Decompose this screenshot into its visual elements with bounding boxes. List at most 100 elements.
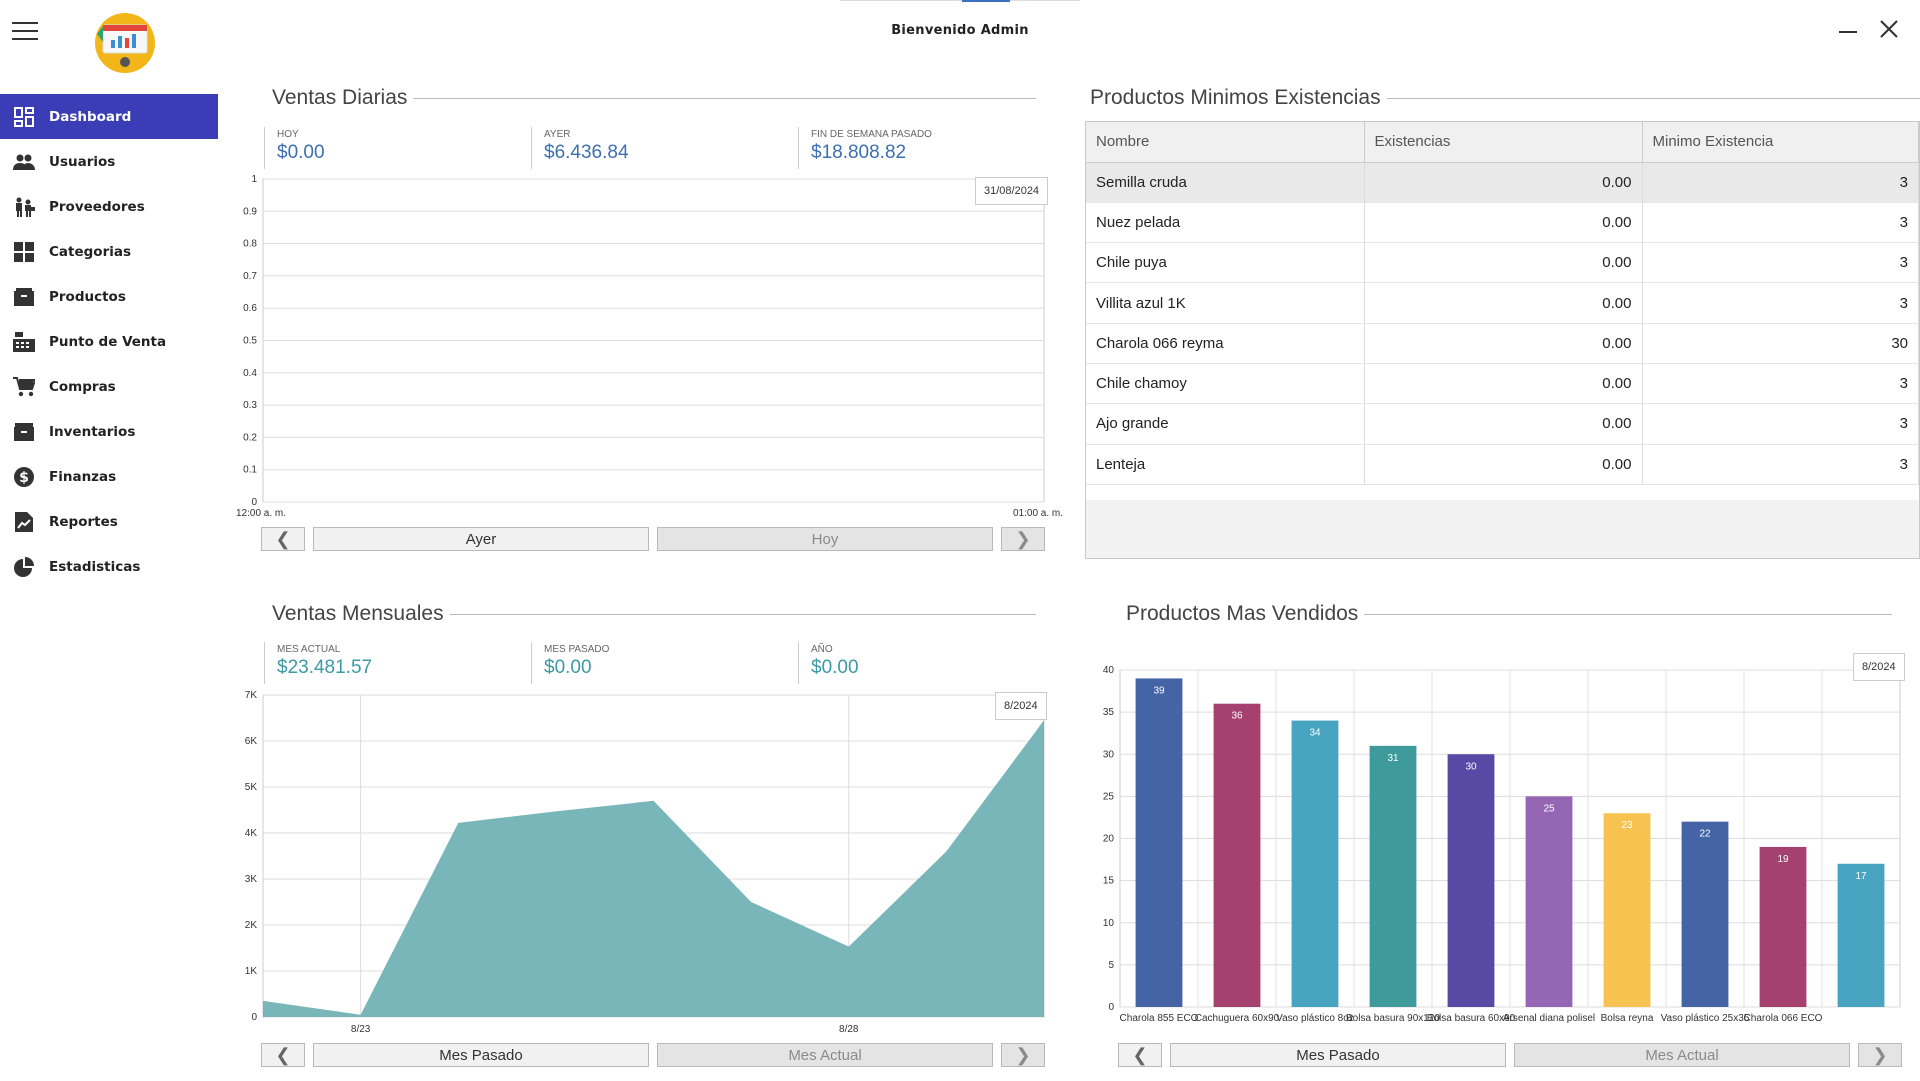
cell-nombre: Lenteja (1086, 444, 1365, 485)
table-scroll-area[interactable]: Nombre Existencias Minimo Existencia Sem… (1086, 122, 1919, 500)
sidebar-item-estadisticas[interactable]: Estadisticas (0, 544, 218, 589)
y-tick-label: 0.1 (243, 465, 257, 476)
bar (1291, 720, 1339, 1007)
bar (1369, 745, 1417, 1007)
table-row[interactable]: Lenteja 0.00 3 (1086, 444, 1919, 485)
sidebar-item-finanzas[interactable]: $ Finanzas (0, 454, 218, 499)
kpi-year: AÑO $0.00 (798, 642, 1065, 684)
table-row[interactable]: Chile puya 0.00 3 (1086, 242, 1919, 284)
y-tick-label: 5 (1108, 960, 1114, 971)
y-tick-label: 0.2 (243, 432, 257, 443)
y-tick-label: 0.7 (243, 271, 257, 282)
cash-register-icon (12, 331, 36, 353)
top-last-month-button[interactable]: Mes Pasado (1170, 1043, 1506, 1067)
sidebar-item-label: Usuarios (49, 153, 116, 170)
kpi-label: FIN DE SEMANA PASADO (811, 129, 932, 140)
table-row[interactable]: Villita azul 1K 0.00 3 (1086, 282, 1919, 324)
cell-existencias: 0.00 (1364, 444, 1643, 485)
cell-nombre: Ajo grande (1086, 403, 1365, 445)
table-row[interactable]: Charola 066 reyma 0.00 30 (1086, 323, 1919, 364)
sidebar-item-categorias[interactable]: Categorias (0, 229, 218, 274)
monthly-prev-button[interactable]: ❮ (261, 1043, 305, 1067)
bar (1525, 796, 1573, 1007)
sidebar-item-productos[interactable]: Productos (0, 274, 218, 319)
monthly-next-button[interactable]: ❯ (1001, 1043, 1045, 1067)
y-tick-label: 0.9 (243, 206, 257, 217)
money-icon: $ (12, 466, 36, 488)
cell-minimo: 3 (1642, 282, 1919, 324)
col-existencias[interactable]: Existencias (1364, 122, 1643, 163)
top-next-button[interactable]: ❯ (1858, 1043, 1902, 1067)
sidebar-item-label: Punto de Venta (49, 333, 167, 350)
y-tick-label: 10 (1103, 918, 1115, 929)
daily-hoy-button[interactable]: Hoy (657, 527, 993, 551)
monthly-nav: ❮ Mes Pasado Mes Actual ❯ (261, 1043, 1045, 1067)
y-tick-label: 0 (1108, 1002, 1114, 1013)
sidebar-item-label: Proveedores (49, 198, 145, 215)
sidebar-item-proveedores[interactable]: Proveedores (0, 184, 218, 229)
col-nombre[interactable]: Nombre (1086, 122, 1365, 163)
sidebar-item-inventarios[interactable]: Inventarios (0, 409, 218, 454)
cell-nombre: Villita azul 1K (1086, 282, 1365, 324)
y-tick-label: 6K (245, 736, 258, 747)
close-icon[interactable] (1876, 16, 1902, 42)
sidebar-item-punto-de-venta[interactable]: Punto de Venta (0, 319, 218, 364)
table-row[interactable]: Semilla cruda 0.00 3 (1086, 162, 1919, 203)
y-tick-label: 3K (245, 874, 258, 885)
kpi-last-month: MES PASADO $0.00 (531, 642, 798, 684)
minimize-icon[interactable] (1836, 16, 1860, 40)
sidebar-item-compras[interactable]: Compras (0, 364, 218, 409)
inventory-icon (12, 421, 36, 443)
y-tick-label: 0.3 (243, 400, 257, 411)
hamburger-menu-icon[interactable] (12, 22, 38, 42)
data-label: 25 (1543, 803, 1555, 814)
top-prev-button[interactable]: ❮ (1118, 1043, 1162, 1067)
monthly-kpis: MES ACTUAL $23.481.57 MES PASADO $0.00 A… (264, 642, 1065, 684)
x-tick-label: Bolsa basura 60x90 (1427, 1013, 1516, 1024)
table-row[interactable]: Chile chamoy 0.00 3 (1086, 363, 1919, 405)
data-label: 19 (1777, 854, 1789, 865)
cell-existencias: 0.00 (1364, 323, 1643, 364)
kpi-yesterday: AYER $6.436.84 (531, 127, 798, 169)
top-divider (840, 0, 1080, 1)
monthly-sales-title-text: Ventas Mensuales (272, 602, 450, 626)
daily-prev-button[interactable]: ❮ (261, 527, 305, 551)
sidebar-item-reportes[interactable]: Reportes (0, 499, 218, 544)
x-tick-label: Vaso plástico 25x35 (1661, 1013, 1750, 1024)
min-stock-table[interactable]: Nombre Existencias Minimo Existencia Sem… (1085, 121, 1920, 559)
daily-next-button[interactable]: ❯ (1001, 527, 1045, 551)
top-products-title: Productos Mas Vendidos (1126, 602, 1892, 626)
data-label: 31 (1387, 753, 1399, 764)
cell-minimo: 3 (1642, 403, 1919, 445)
table-row[interactable]: Ajo grande 0.00 3 (1086, 403, 1919, 445)
table-row[interactable]: Nuez pelada 0.00 3 (1086, 202, 1919, 244)
x-tick-label: 12:00 a. m. (236, 508, 286, 519)
title-rule (1386, 97, 1920, 99)
monthly-last-month-button[interactable]: Mes Pasado (313, 1043, 649, 1067)
y-tick-label: 15 (1103, 876, 1115, 887)
top-date-badge: 8/2024 (1853, 653, 1905, 681)
y-tick-label: 0 (251, 497, 257, 508)
sidebar-item-dashboard[interactable]: Dashboard (0, 94, 218, 139)
col-minimo-existencia[interactable]: Minimo Existencia (1642, 122, 1919, 163)
x-tick-label: Bolsa reyna (1601, 1013, 1654, 1024)
top-current-month-button[interactable]: Mes Actual (1514, 1043, 1850, 1067)
kpi-last-weekend: FIN DE SEMANA PASADO $18.808.82 (798, 127, 1065, 169)
daily-ayer-button[interactable]: Ayer (313, 527, 649, 551)
min-stock-title: Productos Minimos Existencias (1090, 86, 1920, 110)
y-tick-label: 35 (1103, 707, 1115, 718)
cell-existencias: 0.00 (1364, 403, 1643, 445)
drag-handle[interactable] (962, 0, 1010, 2)
welcome-text: Bienvenido Admin (891, 23, 1029, 38)
cell-nombre: Semilla cruda (1086, 162, 1365, 203)
cell-existencias: 0.00 (1364, 363, 1643, 405)
y-tick-label: 20 (1103, 834, 1115, 845)
sidebar-item-usuarios[interactable]: Usuarios (0, 139, 218, 184)
cart-icon (12, 376, 36, 398)
monthly-sales-title: Ventas Mensuales (272, 602, 1036, 626)
monthly-current-month-button[interactable]: Mes Actual (657, 1043, 993, 1067)
kpi-current-month: MES ACTUAL $23.481.57 (264, 642, 531, 684)
y-tick-label: 30 (1103, 749, 1115, 760)
table-header-row: Nombre Existencias Minimo Existencia (1086, 122, 1919, 163)
y-tick-label: 0 (251, 1012, 257, 1023)
